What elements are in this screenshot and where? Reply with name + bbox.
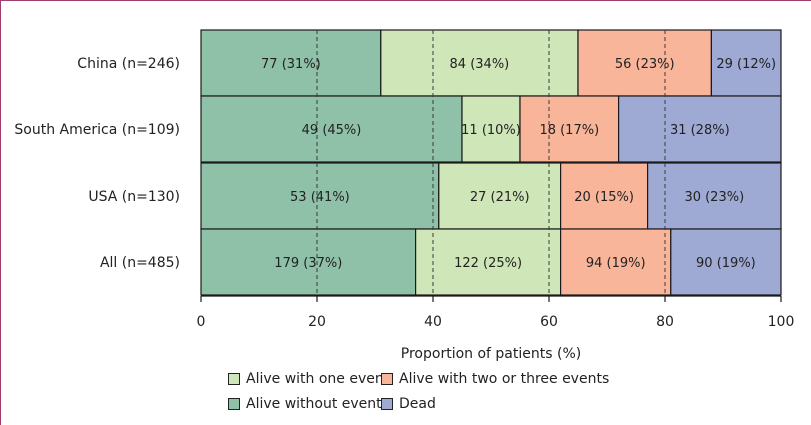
bar-data-label: 90 (19%): [696, 256, 756, 271]
legend-swatch: [381, 373, 393, 385]
bar-data-label: 84 (34%): [450, 57, 510, 72]
bar-segment: [200, 95, 463, 163]
bar-data-label: 18 (17%): [539, 123, 599, 138]
bar-segment: [200, 29, 382, 97]
bar-data-label: 94 (19%): [586, 256, 646, 271]
bar-segment: [617, 95, 782, 163]
legend-swatch: [228, 373, 240, 385]
bar-data-label: 56 (23%): [615, 57, 675, 72]
bar-segment: [415, 228, 562, 296]
x-axis-title: Proportion of patients (%): [401, 346, 581, 362]
bar-segment: [710, 29, 782, 97]
bar-segment: [438, 162, 562, 230]
x-tick-label: 40: [424, 314, 442, 330]
category-label: USA (n=130): [88, 189, 180, 205]
bar-segment: [380, 29, 579, 97]
bar-data-label: 11 (10%): [461, 123, 521, 138]
legend-item: Alive with two or three events: [381, 371, 609, 387]
bar-data-label: 20 (15%): [574, 190, 634, 205]
x-tick-label: 20: [308, 314, 326, 330]
legend-item: Alive with one event: [228, 371, 389, 387]
bar-data-label: 31 (28%): [670, 123, 730, 138]
legend-swatch: [381, 398, 393, 410]
frame-top-rule: [0, 0, 811, 1]
category-label: All (n=485): [100, 255, 180, 271]
legend-item: Dead: [381, 396, 436, 412]
legend-swatch: [228, 398, 240, 410]
legend-label: Alive without events: [246, 396, 389, 412]
bar-data-label: 49 (45%): [302, 123, 362, 138]
x-tick-label: 60: [540, 314, 558, 330]
x-tick-label: 80: [656, 314, 674, 330]
bar-data-label: 53 (41%): [290, 190, 350, 205]
bar-data-label: 27 (21%): [470, 190, 530, 205]
x-tick-label: 0: [197, 314, 206, 330]
legend-label: Alive with one event: [246, 371, 390, 387]
bar-segment: [646, 162, 782, 230]
bar-data-label: 77 (31%): [261, 57, 321, 72]
bar-data-label: 179 (37%): [274, 256, 342, 271]
category-label: South America (n=109): [14, 122, 180, 138]
legend-label: Alive with two or three events: [399, 371, 610, 387]
bar-data-label: 29 (12%): [716, 57, 776, 72]
bar-segment: [519, 95, 620, 163]
x-tick-label: 100: [768, 314, 795, 330]
category-label: China (n=246): [77, 56, 180, 72]
bar-data-label: 30 (23%): [684, 190, 744, 205]
bar-data-label: 122 (25%): [454, 256, 522, 271]
bar-segment: [461, 95, 521, 163]
frame-left-rule: [0, 0, 1, 425]
bar-segment: [670, 228, 782, 296]
legend-label: Dead: [399, 396, 436, 412]
legend-item: Alive without events: [228, 396, 389, 412]
